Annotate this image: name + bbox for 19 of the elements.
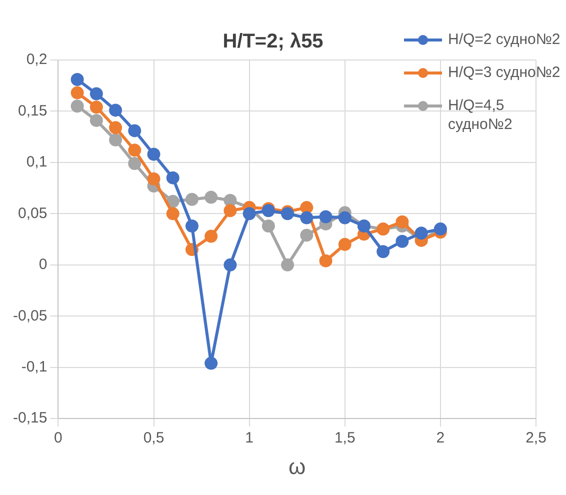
- y-tick-label: -0,1: [21, 358, 48, 376]
- x-tick-label: 0,5: [143, 430, 164, 447]
- x-tick-label: 2: [436, 430, 445, 447]
- x-tick-label: 1: [245, 430, 254, 447]
- y-tick-label: -0,15: [12, 410, 48, 427]
- y-tick-label: 0,1: [26, 154, 48, 171]
- y-tick-label: 0: [38, 256, 48, 274]
- chart-title: H/T=2; λ55: [222, 30, 324, 53]
- y-tick-label: 0,2: [26, 51, 48, 68]
- y-tick-label: 0,15: [18, 102, 48, 120]
- y-tick-label: -0,05: [12, 307, 48, 324]
- x-tick-label: 2,5: [526, 430, 546, 447]
- legend-label: H/Q=2 судно№2: [448, 31, 560, 48]
- legend-label: H/Q=4,5 судно№2: [448, 97, 512, 134]
- legend-label: H/Q=3 судно№2: [448, 64, 560, 82]
- y-tick-label: 0,05: [18, 204, 48, 222]
- x-tick-label: 0: [54, 430, 62, 447]
- x-tick-label: 1,5: [334, 430, 356, 447]
- x-axis-title: ω: [288, 454, 306, 479]
